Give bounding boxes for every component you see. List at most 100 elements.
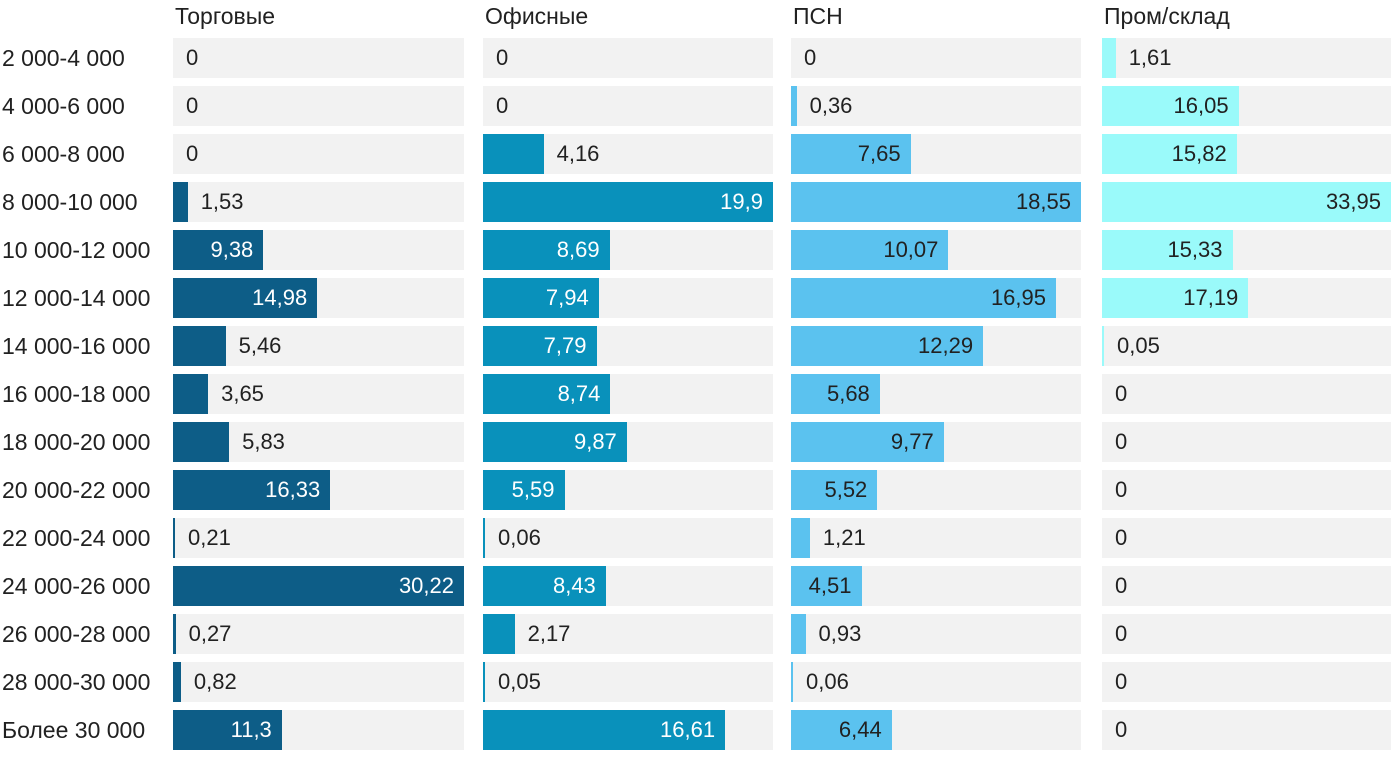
bar-value-label: 15,82	[1171, 141, 1227, 166]
bar-fill	[1102, 182, 1391, 222]
bar-value-label: 0	[496, 93, 509, 118]
bar-value-label: 0	[1115, 525, 1128, 550]
bar-track: 9,38	[173, 230, 464, 270]
bar-value-label: 18,55	[1015, 189, 1071, 214]
bar-track: 0	[1102, 422, 1391, 462]
bar-value-label: 8,74	[557, 381, 601, 406]
chart-row: 26 000-28 000 0,27 2,17 0,93 0	[0, 614, 1400, 654]
bar-fill	[173, 614, 176, 654]
bar-fill	[791, 230, 949, 270]
chart-row: 16 000-18 000 3,65 8,74 5,68 0	[0, 374, 1400, 414]
bar-track: 16,05	[1102, 86, 1391, 126]
bar-fill	[791, 134, 911, 174]
bar-fill	[791, 374, 880, 414]
bar-value-label: 17,19	[1183, 285, 1239, 310]
bar-fill	[483, 134, 544, 174]
bar-fill	[173, 422, 230, 462]
row-label: 22 000-24 000	[2, 525, 151, 551]
bar-track: 6,44	[791, 710, 1081, 750]
bar-track: 0,36	[791, 86, 1081, 126]
bar-value-label: 16,61	[660, 717, 716, 742]
bar-fill	[483, 182, 773, 222]
bar-track: 1,53	[173, 182, 464, 222]
bar-value-label: 9,87	[573, 429, 617, 454]
row-label: 6 000-8 000	[2, 141, 125, 167]
bar-track: 19,9	[483, 182, 773, 222]
bar-track: 4,16	[483, 134, 773, 174]
bar-fill	[483, 278, 599, 318]
row-label: 28 000-30 000	[2, 669, 151, 695]
bar-fill	[1102, 230, 1233, 270]
bar-value-label: 0,06	[498, 525, 541, 550]
bar-fill	[791, 278, 1056, 318]
bar-fill	[791, 662, 793, 702]
bar-track: 0	[1102, 518, 1391, 558]
bar-track: 2,17	[483, 614, 773, 654]
bar-fill	[791, 470, 878, 510]
bar-track: 17,19	[1102, 278, 1391, 318]
row-label: 26 000-28 000	[2, 621, 151, 647]
bar-value-label: 0,06	[806, 669, 849, 694]
bar-value-label: 9,38	[210, 237, 254, 262]
bar-track: 0,21	[173, 518, 464, 558]
bar-fill	[483, 710, 726, 750]
bar-value-label: 16,33	[265, 477, 321, 502]
chart-row: 22 000-24 000 0,21 0,06 1,21 0	[0, 518, 1400, 558]
grouped-bar-chart: Торговые Офисные ПСН Пром/склад 2 000-4 …	[0, 3, 1400, 750]
bar-value-label: 1,21	[822, 525, 866, 550]
bar-fill	[483, 326, 597, 366]
column-header-torgovye: Торговые	[175, 3, 276, 29]
bar-fill	[483, 470, 565, 510]
bar-value-label: 8,69	[556, 237, 600, 262]
bar-track: 15,33	[1102, 230, 1391, 270]
bar-value-label: 0	[186, 93, 199, 118]
bar-track: 0	[173, 86, 464, 126]
bar-value-label: 6,44	[838, 717, 882, 742]
bar-value-label: 14,98	[252, 285, 308, 310]
bar-track: 18,55	[791, 182, 1081, 222]
bar-fill	[791, 518, 810, 558]
bar-track: 9,87	[483, 422, 773, 462]
bar-track: 5,83	[173, 422, 464, 462]
bar-track: 8,69	[483, 230, 773, 270]
bar-value-label: 0,93	[818, 621, 862, 646]
bar-value-label: 0	[804, 45, 817, 70]
bar-track: 0	[173, 134, 464, 174]
bar-value-label: 0	[1115, 477, 1128, 502]
bar-track: 9,77	[791, 422, 1081, 462]
bar-track: 0	[1102, 566, 1391, 606]
bar-track: 8,43	[483, 566, 773, 606]
bar-value-label: 0,36	[809, 93, 853, 118]
bar-value-label: 5,52	[824, 477, 868, 502]
bar-track: 0,93	[791, 614, 1081, 654]
bar-value-label: 0,27	[188, 621, 232, 646]
column-header-psn: ПСН	[793, 3, 843, 29]
bar-fill	[483, 374, 611, 414]
bar-value-label: 0	[1115, 573, 1128, 598]
bar-value-label: 8,43	[552, 573, 596, 598]
bar-fill	[173, 326, 226, 366]
bar-value-label: 0,05	[1117, 333, 1160, 358]
bar-track: 33,95	[1102, 182, 1391, 222]
bar-fill	[173, 374, 209, 414]
bar-track: 0,27	[173, 614, 464, 654]
bar-value-label: 3,65	[221, 381, 264, 406]
bar-track: 3,65	[173, 374, 464, 414]
row-label: 16 000-18 000	[2, 381, 151, 407]
bar-value-label: 10,07	[883, 237, 939, 262]
bar-fill	[483, 518, 485, 558]
bar-value-label: 0	[496, 45, 509, 70]
bar-value-label: 2,17	[527, 621, 571, 646]
bar-value-label: 4,51	[808, 573, 852, 598]
bar-track: 8,74	[483, 374, 773, 414]
bar-track: 16,95	[791, 278, 1081, 318]
bar-fill	[173, 710, 282, 750]
bar-fill	[173, 518, 175, 558]
bar-fill	[791, 710, 892, 750]
row-label: 24 000-26 000	[2, 573, 151, 599]
bar-track: 11,3	[173, 710, 464, 750]
column-header-prom-sklad: Пром/склад	[1104, 3, 1230, 29]
row-label: 18 000-20 000	[2, 429, 151, 455]
row-label: 10 000-12 000	[2, 237, 151, 263]
bar-track: 0	[173, 38, 464, 78]
